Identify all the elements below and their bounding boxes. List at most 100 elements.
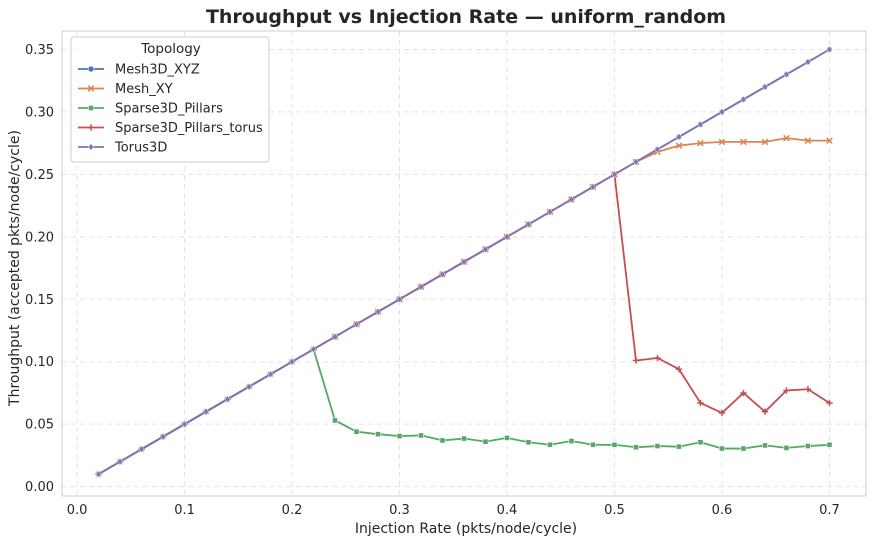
data-point — [697, 120, 704, 129]
legend-item-mesh3d-xyz: Mesh3D_XYZ — [78, 63, 200, 78]
data-point — [332, 417, 338, 424]
data-point — [568, 195, 575, 204]
data-point — [461, 435, 467, 442]
data-point — [805, 58, 811, 66]
data-point — [804, 386, 812, 393]
data-point — [504, 435, 510, 441]
data-point — [332, 332, 338, 341]
legend-label: Sparse3D_Pillars — [115, 102, 223, 117]
data-point — [289, 357, 295, 366]
data-point — [353, 320, 360, 329]
legend-marker — [87, 65, 95, 73]
x-axis-label: Injection Rate (pkts/node/cycle) — [355, 521, 577, 537]
x-tick-label: 0.7 — [819, 503, 840, 518]
data-point — [676, 443, 682, 450]
data-point — [590, 441, 596, 448]
x-tick-label: 0.4 — [497, 503, 518, 518]
data-point — [675, 142, 683, 149]
grid — [62, 31, 866, 496]
y-tick-label: 0.35 — [25, 43, 54, 58]
data-point — [783, 387, 790, 394]
data-point — [740, 389, 747, 397]
legend-items: Mesh3D_XYZ Mesh_XY Sparse3D_Pillars Sparse3… — [78, 63, 263, 156]
data-point — [375, 307, 381, 316]
data-point — [826, 399, 833, 407]
y-tick-label: 0.00 — [25, 480, 54, 495]
series-torus3d — [95, 45, 833, 478]
legend-label: Mesh3D_XYZ — [115, 63, 200, 78]
data-point — [224, 395, 231, 404]
legend-label: Torus3D — [114, 141, 167, 156]
plot-area-frame — [61, 30, 867, 497]
data-point — [826, 45, 833, 54]
data-point — [461, 258, 467, 266]
x-tick-label: 0.1 — [174, 503, 195, 518]
data-point — [547, 208, 553, 216]
data-point — [697, 439, 704, 446]
data-point — [482, 245, 489, 254]
legend-marker — [88, 143, 94, 151]
data-point — [719, 445, 725, 452]
data-point — [740, 95, 747, 104]
data-point — [654, 354, 661, 362]
data-point — [203, 407, 209, 416]
legend-marker — [88, 105, 94, 111]
data-point — [762, 83, 768, 91]
data-point — [504, 233, 510, 241]
data-point — [611, 441, 618, 448]
data-point — [310, 345, 317, 354]
y-tick-label: 0.25 — [25, 168, 54, 183]
data-point — [740, 445, 747, 452]
data-point — [762, 442, 768, 449]
legend-item-mesh-xy: Mesh_XY — [78, 82, 173, 97]
data-point — [654, 145, 661, 154]
legend-label: Mesh_XY — [115, 82, 173, 97]
data-point — [633, 444, 639, 451]
y-tick-label: 0.15 — [25, 293, 54, 308]
data-point — [439, 437, 446, 444]
data-point — [568, 438, 575, 444]
y-tick-label: 0.20 — [25, 230, 54, 245]
data-point — [783, 445, 790, 451]
data-point — [439, 270, 446, 279]
data-point — [611, 170, 618, 179]
legend: Topology Mesh3D_XYZ Mesh_XY Sparse3D_Pilla… — [70, 36, 270, 163]
y-tick-label: 0.10 — [25, 355, 54, 370]
legend-marker — [87, 85, 95, 92]
legend-label: Sparse3D_Pillars_torus — [115, 121, 263, 136]
series-layer — [95, 45, 833, 478]
legend-item-sparse3d-pillars: Sparse3D_Pillars — [78, 102, 223, 117]
data-point — [547, 441, 553, 448]
data-point — [675, 366, 683, 373]
data-point — [160, 432, 166, 441]
data-point — [761, 138, 769, 146]
data-point — [654, 443, 661, 449]
data-point — [826, 137, 833, 144]
data-point — [697, 399, 704, 407]
data-point — [632, 357, 640, 364]
data-point — [117, 457, 123, 466]
data-point — [761, 408, 769, 415]
data-point — [396, 295, 403, 304]
data-point — [418, 432, 424, 439]
data-point — [353, 428, 360, 435]
data-point — [590, 183, 596, 191]
y-tick-label: 0.30 — [25, 105, 54, 120]
y-axis-ticks: 0.00 0.05 0.10 0.15 0.20 0.25 0.30 0.35 — [25, 43, 54, 495]
data-point — [783, 70, 790, 79]
chart-title: Throughput vs Injection Rate — uniform_r… — [206, 6, 726, 28]
data-point — [718, 409, 726, 417]
data-point — [396, 433, 403, 439]
data-point — [95, 470, 102, 478]
data-point — [676, 133, 682, 141]
x-tick-label: 0.3 — [389, 503, 410, 518]
data-point — [805, 443, 811, 449]
data-point — [181, 420, 188, 428]
x-tick-label: 0.2 — [282, 503, 303, 518]
data-point — [697, 139, 704, 147]
data-point — [482, 438, 489, 445]
y-axis-label: Throughput (accepted pkts/node/cycle) — [7, 130, 23, 407]
data-point — [740, 138, 747, 146]
data-point — [719, 108, 725, 116]
legend-frame — [70, 36, 270, 163]
